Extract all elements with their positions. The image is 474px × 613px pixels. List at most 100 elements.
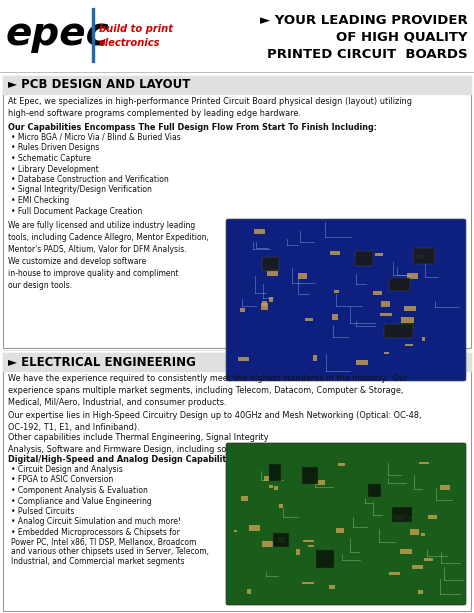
Bar xyxy=(356,360,368,365)
Bar xyxy=(424,558,433,561)
Bar xyxy=(247,589,251,594)
Text: • Rules Driven Designs: • Rules Driven Designs xyxy=(11,143,99,153)
Bar xyxy=(405,344,413,346)
Bar xyxy=(278,538,285,544)
Bar xyxy=(356,251,374,266)
Bar xyxy=(373,291,383,295)
Bar xyxy=(421,533,425,536)
Bar xyxy=(269,297,273,302)
Bar xyxy=(305,318,313,321)
Bar xyxy=(412,565,423,568)
Bar xyxy=(329,585,336,588)
Bar xyxy=(418,590,423,593)
FancyBboxPatch shape xyxy=(226,219,466,381)
Text: Power PC, Intel x86, TI DSP, Mellanox, Broadcom: Power PC, Intel x86, TI DSP, Mellanox, B… xyxy=(11,538,196,547)
Text: and various other chipsets used in Server, Telecom,: and various other chipsets used in Serve… xyxy=(11,547,209,556)
Bar xyxy=(269,464,281,481)
Text: We have the experience required to consistently meet the highest standards in th: We have the experience required to consi… xyxy=(8,374,408,406)
Bar xyxy=(389,573,400,575)
Bar xyxy=(394,516,405,520)
Text: • Component Analysis & Evaluation: • Component Analysis & Evaluation xyxy=(11,486,148,495)
Bar xyxy=(380,313,392,316)
Bar xyxy=(313,355,317,362)
Bar xyxy=(3,353,471,611)
Bar xyxy=(336,528,344,533)
Bar xyxy=(332,314,338,319)
Bar xyxy=(407,273,418,279)
Bar xyxy=(92,8,94,62)
Text: • Pulsed Circuits: • Pulsed Circuits xyxy=(11,507,74,516)
Text: • Embedded Microprocessors & Chipsets for: • Embedded Microprocessors & Chipsets fo… xyxy=(11,528,180,537)
Bar xyxy=(389,278,410,291)
Text: • Schematic Capture: • Schematic Capture xyxy=(11,154,91,163)
Bar xyxy=(279,504,283,508)
Text: • Micro BGA / Micro Via / Blind & Buried Vias: • Micro BGA / Micro Via / Blind & Buried… xyxy=(11,133,181,142)
Bar xyxy=(368,484,381,497)
Bar xyxy=(273,533,289,547)
Bar xyxy=(302,582,314,584)
Text: • Library Development: • Library Development xyxy=(11,164,99,173)
Bar xyxy=(401,549,412,554)
Bar xyxy=(238,357,249,361)
Bar xyxy=(3,76,471,94)
Text: ► YOUR LEADING PROVIDER: ► YOUR LEADING PROVIDER xyxy=(260,14,468,27)
Text: • Signal Integrity/Design Verification: • Signal Integrity/Design Verification xyxy=(11,186,152,194)
Text: • EMI Checking: • EMI Checking xyxy=(11,196,69,205)
Text: • Analog Circuit Simulation and much more!: • Analog Circuit Simulation and much mor… xyxy=(11,517,181,527)
Text: PRINTED CIRCUIT  BOARDS: PRINTED CIRCUIT BOARDS xyxy=(267,48,468,61)
Bar xyxy=(298,273,307,280)
Bar xyxy=(262,257,279,271)
Text: Industrial, and Commercial market segments: Industrial, and Commercial market segmen… xyxy=(11,557,184,566)
Bar xyxy=(410,529,419,535)
Bar xyxy=(262,300,267,306)
Bar xyxy=(241,495,248,501)
Bar xyxy=(264,476,269,481)
Text: • Circuit Design and Analysis: • Circuit Design and Analysis xyxy=(11,465,123,474)
Text: build to print: build to print xyxy=(99,24,173,34)
Bar xyxy=(316,481,325,485)
Bar xyxy=(381,301,390,306)
Bar xyxy=(401,317,414,323)
Bar xyxy=(303,540,314,543)
Bar xyxy=(3,353,471,371)
Bar xyxy=(338,463,345,466)
Bar xyxy=(269,485,273,489)
Text: Our expertise lies in High-Speed Circuitry Design up to 40GHz and Mesh Networkin: Our expertise lies in High-Speed Circuit… xyxy=(8,411,422,432)
Text: • Full Document Package Creation: • Full Document Package Creation xyxy=(11,207,142,216)
Bar xyxy=(316,550,334,568)
FancyBboxPatch shape xyxy=(226,443,466,605)
Text: epec: epec xyxy=(6,15,109,53)
Bar xyxy=(296,549,300,555)
Text: Digital/High-Speed and Analog Design Capabilities Include:: Digital/High-Speed and Analog Design Cap… xyxy=(8,455,279,464)
Bar xyxy=(249,525,260,530)
Bar xyxy=(335,290,339,292)
Text: • Compliance and Value Engineering: • Compliance and Value Engineering xyxy=(11,497,152,506)
Bar xyxy=(274,487,278,490)
Bar xyxy=(329,251,340,255)
Bar xyxy=(384,352,389,354)
Text: We are fully licensed and utilize industry leading
tools, including Cadence Alle: We are fully licensed and utilize indust… xyxy=(8,221,209,254)
Bar xyxy=(392,507,412,522)
Bar xyxy=(267,270,278,276)
Bar xyxy=(375,253,383,256)
Bar xyxy=(428,515,437,519)
Bar xyxy=(384,324,413,338)
Text: Our Capabilities Encompass The Full Design Flow From Start To Finish Including:: Our Capabilities Encompass The Full Desi… xyxy=(8,123,377,132)
Bar xyxy=(421,337,425,341)
Bar xyxy=(254,229,265,235)
Text: We customize and develop software
in-house to improve quality and compliment
our: We customize and develop software in-hou… xyxy=(8,257,179,289)
Bar xyxy=(412,248,436,264)
Bar xyxy=(302,467,318,484)
Bar xyxy=(3,76,471,348)
Text: • Database Construction and Verification: • Database Construction and Verification xyxy=(11,175,169,184)
Bar xyxy=(419,462,429,464)
Bar xyxy=(404,306,417,311)
Bar xyxy=(308,545,314,547)
Text: ► ELECTRICAL ENGINEERING: ► ELECTRICAL ENGINEERING xyxy=(8,356,196,368)
Text: At Epec, we specializes in high-performance Printed Circuit Board physical desig: At Epec, we specializes in high-performa… xyxy=(8,97,412,118)
Bar xyxy=(240,308,245,311)
Bar xyxy=(262,541,273,547)
Text: ► PCB DESIGN AND LAYOUT: ► PCB DESIGN AND LAYOUT xyxy=(8,78,191,91)
Text: Other capabilities include Thermal Engineering, Signal Integrity
Analysis, Softw: Other capabilities include Thermal Engin… xyxy=(8,433,366,454)
Text: electronics: electronics xyxy=(99,38,161,48)
